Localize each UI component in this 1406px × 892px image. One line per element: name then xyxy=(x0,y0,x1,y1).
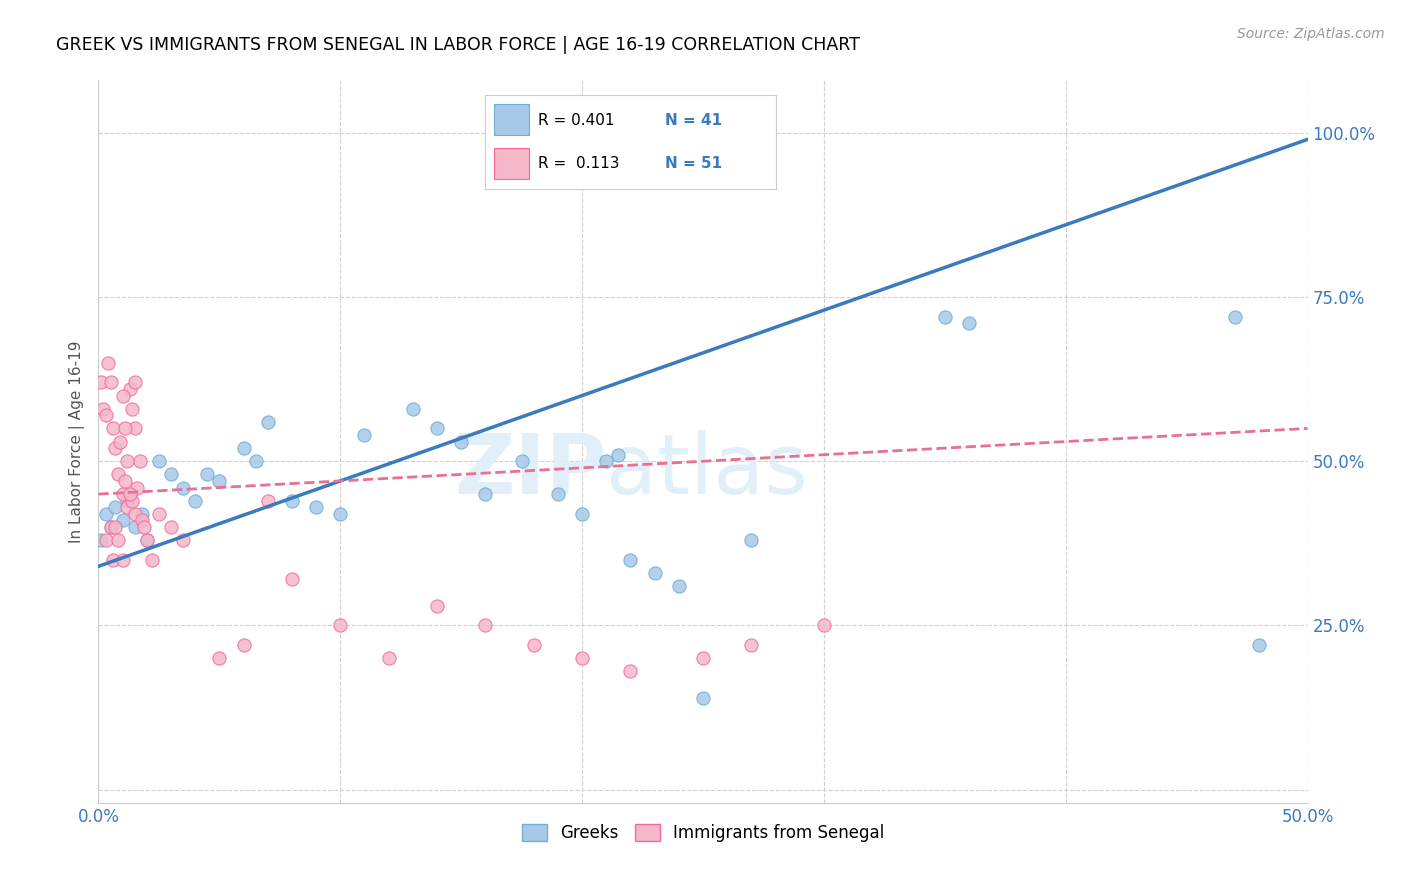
Point xyxy=(124,507,146,521)
Point xyxy=(121,401,143,416)
Point xyxy=(127,481,149,495)
Point xyxy=(329,618,352,632)
Point xyxy=(108,434,131,449)
Point xyxy=(172,533,194,547)
Point xyxy=(141,553,163,567)
Point xyxy=(160,520,183,534)
Point xyxy=(644,566,666,580)
Point xyxy=(124,376,146,390)
Point xyxy=(111,487,134,501)
Point xyxy=(148,454,170,468)
Point xyxy=(547,487,569,501)
Point xyxy=(117,454,139,468)
Point xyxy=(813,618,835,632)
Point xyxy=(124,421,146,435)
Point xyxy=(208,474,231,488)
Point xyxy=(134,520,156,534)
Point xyxy=(571,507,593,521)
Point xyxy=(111,513,134,527)
Point xyxy=(100,520,122,534)
Point xyxy=(934,310,956,324)
Point xyxy=(97,356,120,370)
Point xyxy=(329,507,352,521)
Point xyxy=(281,493,304,508)
Point xyxy=(523,638,546,652)
Point xyxy=(128,454,150,468)
Point xyxy=(104,520,127,534)
Point xyxy=(668,579,690,593)
Point xyxy=(118,382,141,396)
Point xyxy=(94,409,117,423)
Point xyxy=(111,388,134,402)
Point xyxy=(90,376,112,390)
Point xyxy=(1223,310,1246,324)
Point xyxy=(571,651,593,665)
Point xyxy=(402,401,425,416)
Point xyxy=(104,500,127,515)
Point xyxy=(607,448,630,462)
Point xyxy=(124,520,146,534)
Point xyxy=(118,487,141,501)
Point xyxy=(474,618,496,632)
Point xyxy=(131,507,153,521)
Point xyxy=(510,454,533,468)
Point xyxy=(107,533,129,547)
Point xyxy=(172,481,194,495)
Point xyxy=(232,441,254,455)
Point xyxy=(100,520,122,534)
Point xyxy=(595,454,617,468)
Point xyxy=(184,493,207,508)
Point xyxy=(619,665,641,679)
Point xyxy=(957,316,980,330)
Point xyxy=(692,690,714,705)
Point xyxy=(135,533,157,547)
Point xyxy=(114,421,136,435)
Point xyxy=(114,474,136,488)
Point xyxy=(131,513,153,527)
Point xyxy=(94,507,117,521)
Point xyxy=(94,533,117,547)
Point xyxy=(426,599,449,613)
Point xyxy=(208,651,231,665)
Point xyxy=(107,467,129,482)
Point xyxy=(90,533,112,547)
Point xyxy=(135,533,157,547)
Point xyxy=(692,651,714,665)
Point xyxy=(117,500,139,515)
Text: ZIP: ZIP xyxy=(454,430,606,511)
Point xyxy=(148,507,170,521)
Point xyxy=(100,376,122,390)
Point xyxy=(740,533,762,547)
Point xyxy=(619,553,641,567)
Point xyxy=(160,467,183,482)
Point xyxy=(117,493,139,508)
Point xyxy=(232,638,254,652)
Legend: Greeks, Immigrants from Senegal: Greeks, Immigrants from Senegal xyxy=(515,817,891,848)
Point xyxy=(121,493,143,508)
Point xyxy=(91,401,114,416)
Text: atlas: atlas xyxy=(606,430,808,511)
Point xyxy=(256,493,278,508)
Point xyxy=(1249,638,1271,652)
Text: GREEK VS IMMIGRANTS FROM SENEGAL IN LABOR FORCE | AGE 16-19 CORRELATION CHART: GREEK VS IMMIGRANTS FROM SENEGAL IN LABO… xyxy=(56,36,860,54)
Y-axis label: In Labor Force | Age 16-19: In Labor Force | Age 16-19 xyxy=(69,340,86,543)
Point xyxy=(195,467,218,482)
Point xyxy=(104,441,127,455)
Text: Source: ZipAtlas.com: Source: ZipAtlas.com xyxy=(1237,27,1385,41)
Point xyxy=(474,487,496,501)
Point xyxy=(111,553,134,567)
Point xyxy=(281,573,304,587)
Point xyxy=(377,651,399,665)
Point xyxy=(101,553,124,567)
Point xyxy=(245,454,267,468)
Point xyxy=(256,415,278,429)
Point xyxy=(450,434,472,449)
Point xyxy=(353,428,375,442)
Point xyxy=(305,500,328,515)
Point xyxy=(426,421,449,435)
Point xyxy=(740,638,762,652)
Point xyxy=(101,421,124,435)
